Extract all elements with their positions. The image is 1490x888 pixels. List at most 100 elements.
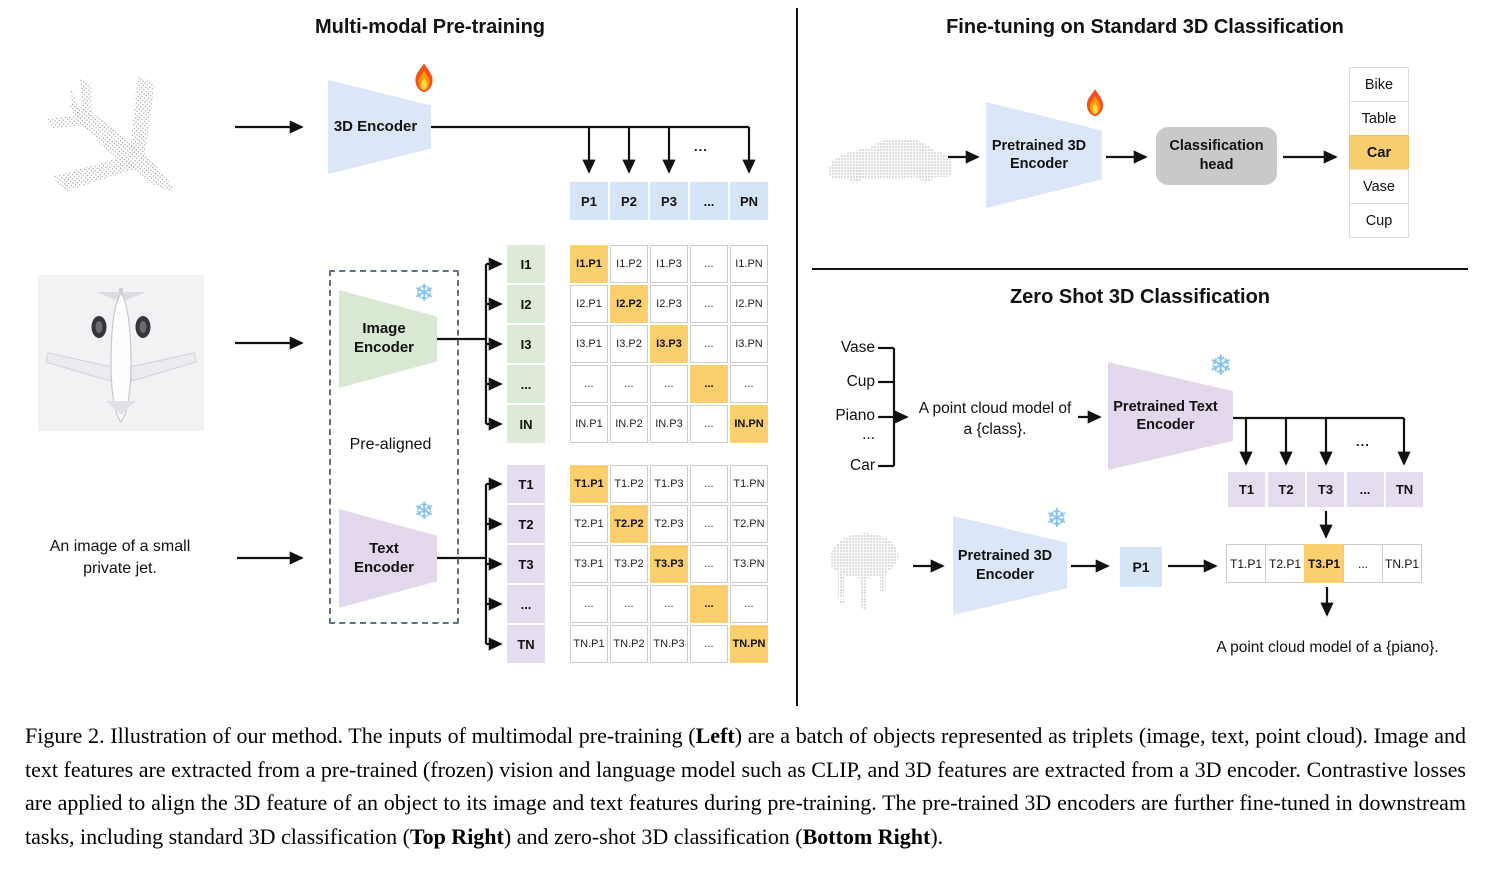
similarity-score-row: T1.P1 T2.P1 T3.P1... TN.P1 [1226, 544, 1422, 583]
p-feature-cell: P2 [610, 182, 648, 220]
image-feature-labels: I1 I2 I3... IN [507, 245, 545, 443]
pretrained-3d-encoder-zs-label-1: Pretrained 3D [957, 548, 1053, 565]
snowflake-icon: ❄ [1046, 504, 1068, 534]
left-section-title: Multi-modal Pre-training [315, 16, 545, 38]
pre-aligned-label: Pre-aligned [349, 436, 432, 453]
pretrained-text-encoder-label-1: Pretrained Text [1113, 398, 1218, 415]
zeroshot-class-label: Cup [846, 373, 875, 390]
p-feature-cell: ... [690, 182, 728, 220]
p-feature-row: P1 P2 P3... PN [570, 182, 768, 220]
prompt-line-2: a {class}. [963, 420, 1027, 438]
zeroshot-class-label: ... [862, 426, 875, 443]
similarity-cell: IN.P2 [610, 405, 648, 443]
similarity-cell: TN.P2 [610, 625, 648, 663]
class-cell: Cup [1349, 203, 1409, 238]
piano-point-cloud [830, 532, 899, 609]
similarity-cell: I2.P2 [610, 285, 648, 323]
class-cell: Table [1349, 101, 1409, 136]
similarity-cell: I1.PN [730, 245, 768, 283]
similarity-cell: ... [730, 365, 768, 403]
similarity-cell: T1.P3 [650, 465, 688, 503]
snowflake-icon: ❄ [414, 497, 435, 525]
similarity-cell: ... [730, 585, 768, 623]
similarity-cell: TN.P3 [650, 625, 688, 663]
text-feature-cell: T2 [507, 505, 545, 543]
class-cell: Vase [1349, 169, 1409, 204]
similarity-cell: I2.P1 [570, 285, 608, 323]
similarity-cell: IN.P1 [570, 405, 608, 443]
figure-caption: Figure 2. Illustration of our method. Th… [25, 719, 1466, 853]
similarity-cell: ... [610, 585, 648, 623]
caption-bold-segment: Left [695, 723, 735, 748]
airplane-image [38, 275, 204, 431]
similarity-cell: TN.P1 [570, 625, 608, 663]
text-input-line-1: An image of a small [49, 538, 191, 555]
zeroshot-class-label: Car [850, 457, 875, 474]
pre-aligned-box [329, 270, 459, 624]
text-feature-labels: T1 T2 T3... TN [507, 465, 545, 663]
text-feature-cell: T1 [507, 465, 545, 503]
similarity-cell: I3.P3 [650, 325, 688, 363]
connector-arrows [45, 75, 1411, 651]
similarity-cell: T3.P1 [1304, 544, 1344, 583]
caption-segment: Figure 2. Illustration of our method. Th… [25, 723, 696, 748]
similarity-cell: ... [570, 585, 608, 623]
caption-bold-segment: Bottom Right [802, 823, 931, 849]
similarity-cell: ... [1343, 544, 1383, 583]
encoder-3d-label: 3D Encoder [333, 117, 418, 135]
image-feature-cell: IN [507, 405, 545, 443]
similarity-cell: I2.PN [730, 285, 768, 323]
zeroshot-feature-dots: ... [1356, 434, 1370, 449]
pretrained-3d-encoder-ft-label-2: Encoder [1009, 156, 1068, 172]
similarity-cell: T2.PN [730, 505, 768, 543]
classification-head: Classification head [1156, 127, 1277, 185]
caption-segment: ) are a batch of objects represented as … [25, 723, 1466, 849]
classification-head-label-1: Classification [1169, 138, 1264, 155]
similarity-cell: I1.P2 [610, 245, 648, 283]
similarity-cell: ... [690, 545, 728, 583]
text-encoder-label-2: Encoder [353, 558, 414, 576]
image-encoder-label-1: Image [362, 320, 406, 338]
airplane-point-cloud [45, 75, 173, 192]
similarity-cell: TN.P1 [1382, 544, 1422, 583]
image-encoder-label-2: Encoder [353, 339, 414, 356]
similarity-cell: T3.P1 [570, 545, 608, 583]
zeroshot-result-text: A point cloud model of a {piano}. [1216, 639, 1439, 656]
similarity-cell: T3.PN [730, 545, 768, 583]
snowflake-icon: ❄ [1209, 349, 1233, 382]
pretrained-3d-encoder-zs-label-2: Encoder [975, 566, 1034, 583]
similarity-cell: I1.P3 [650, 245, 688, 283]
caption-segment: ). [930, 823, 944, 849]
similarity-cell: I3.PN [730, 325, 768, 363]
similarity-cell: T3.P2 [610, 545, 648, 583]
text-feature-cell: T2 [1267, 472, 1305, 507]
image-point-similarity-matrix: I1.P1 I1.P2 I1.P3... I1.PN I2.P1 I2.P2 I2.P3..… [570, 245, 768, 443]
p-feature-cell: PN [730, 182, 768, 220]
similarity-cell: T2.P2 [610, 505, 648, 543]
similarity-cell: T1.PN [730, 465, 768, 503]
text-feature-cell: TN [507, 625, 545, 663]
prompt-text: A point cloud model of a {class}. [905, 399, 1085, 441]
image-feature-cell: ... [507, 365, 545, 403]
p-feature-cell: P3 [650, 182, 688, 220]
text-encoder-label-1: Text [369, 539, 399, 557]
similarity-cell: ... [690, 505, 728, 543]
similarity-cell: IN.P3 [650, 405, 688, 443]
prompt-line-1: A point cloud model of [918, 400, 1072, 417]
similarity-cell: T2.P1 [1265, 544, 1305, 583]
zeroshot-class-label: Piano [835, 407, 875, 424]
caption-segment: ) and zero-shot 3D classification ( [503, 823, 803, 849]
similarity-cell: I1.P1 [570, 245, 608, 283]
similarity-cell: T1.P1 [1226, 544, 1266, 583]
similarity-cell: ... [690, 325, 728, 363]
classification-head-label-2: head [1199, 157, 1234, 173]
similarity-cell: ... [570, 365, 608, 403]
similarity-cell: IN.PN [730, 405, 768, 443]
text-input-line-2: private jet. [83, 559, 157, 577]
similarity-cell: ... [690, 285, 728, 323]
text-feature-cell: T1 [1228, 472, 1265, 507]
fire-icon [415, 63, 433, 93]
feature-dots: ... [694, 139, 708, 154]
similarity-cell: ... [690, 245, 728, 283]
